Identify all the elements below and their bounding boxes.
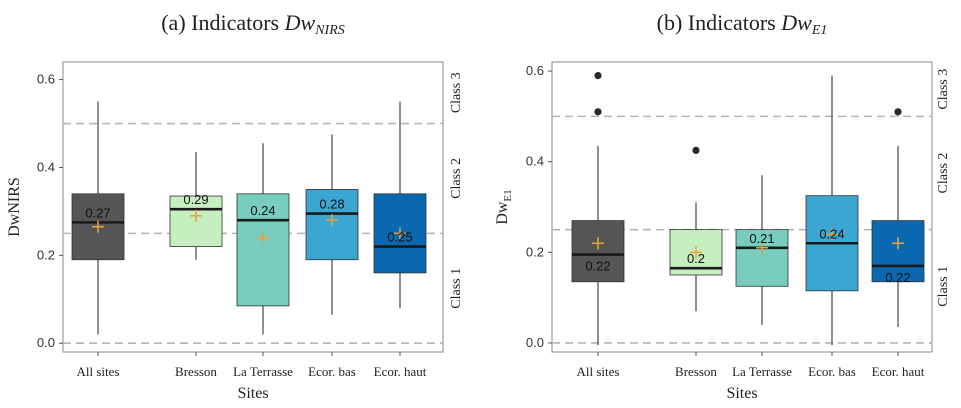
x-tick-label: Ecor. haut [872, 364, 925, 379]
mean-marker [326, 214, 338, 227]
outlier-point [692, 146, 700, 154]
mean-marker [826, 228, 838, 241]
box-ecor-haut: 0.22 [871, 108, 925, 328]
mean-value-label: 0.25 [387, 230, 412, 245]
panel-a: (a) Indicators DwNIRS 0.0 0.2 0.4 0.6 Class 1… [6, 10, 464, 402]
y-axis-label: DwE1 [494, 189, 514, 224]
y-tick-label: 0.6 [37, 72, 55, 87]
mean-value-label: 0.2 [687, 251, 705, 266]
mean-value-label: 0.21 [749, 231, 774, 246]
mean-marker [592, 237, 604, 250]
box-ecor-haut: 0.25 [373, 101, 427, 309]
x-tick-label: Ecor. bas [308, 364, 356, 379]
class-label: Class 1 [449, 268, 464, 309]
x-tick-label: Ecor. bas [808, 364, 856, 379]
y-tick-label: 0.0 [37, 335, 55, 350]
mean-marker [92, 220, 104, 233]
mean-value-label: 0.28 [319, 197, 344, 212]
box-bresson: 0.29 [169, 152, 223, 260]
y-axis-label: DwNIRS [6, 177, 23, 237]
panel-title: (a) Indicators DwNIRS [161, 10, 345, 38]
outlier-point [894, 108, 902, 116]
mean-value-label: 0.22 [585, 259, 610, 274]
box-all-sites: 0.27 [71, 101, 125, 335]
mean-value-label: 0.22 [885, 270, 910, 285]
iqr-box [871, 220, 925, 283]
class-label: Class 2 [449, 158, 464, 199]
mean-value-label: 0.29 [183, 192, 208, 207]
box-la-terrasse: 0.24 [236, 143, 290, 335]
mean-marker [892, 237, 904, 250]
box-ecor-bas: 0.28 [305, 134, 359, 315]
mean-value-label: 0.27 [85, 205, 110, 220]
y-tick-label: 0.4 [526, 154, 544, 169]
x-tick-label: La Terrasse [233, 364, 293, 379]
box-la-terrasse: 0.21 [735, 175, 789, 325]
y-tick-label: 0.2 [37, 247, 55, 262]
x-axis-label: Sites [726, 385, 757, 402]
y-tick-label: 0.2 [526, 244, 544, 259]
class-label: Class 1 [936, 266, 951, 307]
x-axis-label: Sites [237, 385, 268, 402]
mean-marker [257, 231, 269, 244]
iqr-box [735, 229, 789, 287]
outlier-point [594, 108, 602, 116]
x-tick-label: Bresson [175, 364, 217, 379]
x-tick-label: All sites [77, 364, 120, 379]
y-tick-label: 0.0 [526, 335, 544, 350]
outlier-point [594, 71, 602, 80]
y-tick-label: 0.4 [37, 159, 55, 174]
x-tick-label: Bresson [675, 364, 717, 379]
mean-marker [394, 227, 406, 240]
y-tick-label: 0.6 [526, 63, 544, 78]
x-tick-label: All sites [577, 364, 620, 379]
panel-title: (b) Indicators DwE1 [657, 10, 828, 38]
iqr-box [571, 220, 625, 283]
mean-marker [190, 209, 202, 222]
box-all-sites: 0.22 [571, 71, 625, 346]
x-tick-label: Ecor. haut [374, 364, 427, 379]
mean-marker [690, 246, 702, 259]
x-tick-label: La Terrasse [732, 364, 792, 379]
plot-frame [551, 61, 933, 353]
class-label: Class 2 [936, 153, 951, 194]
mean-value-label: 0.24 [819, 226, 844, 241]
class-label: Class 3 [449, 72, 464, 113]
iqr-box [236, 193, 290, 307]
mean-value-label: 0.24 [250, 203, 275, 218]
box-ecor-bas: 0.24 [805, 75, 859, 346]
mean-marker [756, 241, 768, 254]
box-bresson: 0.2 [669, 146, 723, 312]
class-label: Class 3 [936, 69, 951, 110]
panel-b: (b) Indicators DwE1 0.0 0.2 0.4 0.6 Class 1 Cl… [494, 10, 951, 402]
